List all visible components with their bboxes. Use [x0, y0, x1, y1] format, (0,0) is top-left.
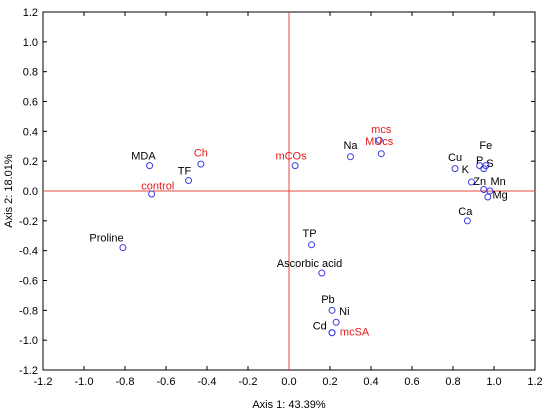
point-marker: [119, 244, 127, 252]
point-label: Mg: [493, 189, 508, 201]
point-marker: [185, 177, 193, 185]
point-label: Cd: [313, 321, 327, 333]
point-marker: [148, 190, 156, 198]
point-marker: [308, 241, 316, 249]
point-label: S: [486, 158, 493, 170]
point-mda: MDA: [131, 151, 156, 170]
point-label: Mn: [490, 176, 505, 188]
point-label: Ch: [194, 148, 208, 160]
point-label: Ca: [458, 206, 473, 218]
point-label: Cu: [448, 152, 462, 164]
point-mg: Mg: [484, 189, 508, 201]
point-label: MUcs: [365, 136, 394, 148]
x-tick-label: -1.2: [34, 376, 53, 388]
point-label: TF: [178, 166, 192, 178]
y-tick-label: -0.2: [19, 216, 38, 228]
y-tick-label: 1.2: [23, 7, 38, 19]
point-marker: [197, 160, 205, 168]
point-label: mCOs: [275, 151, 307, 163]
point-label: Fe: [479, 140, 492, 152]
point-mcos: mCOs: [275, 151, 307, 170]
y-tick-label: -0.4: [19, 246, 38, 258]
point-marker: [328, 306, 336, 314]
point-mucs: MUcs: [365, 136, 394, 158]
point-marker: [480, 165, 488, 173]
x-tick-label: 0.8: [445, 376, 460, 388]
point-label: Ni: [339, 306, 349, 318]
x-tick-label: 0.6: [404, 376, 419, 388]
y-tick-label: 1.0: [23, 37, 38, 49]
x-tick-label: -0.6: [157, 376, 176, 388]
point-cu: Cu: [448, 152, 462, 173]
point-label: Zn: [473, 176, 486, 188]
point-k: K: [462, 164, 475, 186]
y-axis-ticks: 1.2 1.0 0.8 0.6 0.4 0.2 0.0 -0.2 -0.4 -0.6 -0.8 -1.…: [19, 7, 535, 377]
y-tick-label: 0.0: [23, 186, 38, 198]
x-axis-ticks: -1.2 -1.0 -0.8 -0.6 -0.4 -0.2 0.0 0.2 0.4 0.6 0.8 1…: [34, 12, 543, 388]
x-tick-label: -0.2: [239, 376, 258, 388]
point-ni: Ni: [332, 306, 350, 326]
y-tick-label: -1.2: [19, 365, 38, 377]
reference-lines: [43, 12, 535, 370]
x-tick-label: 0.4: [363, 376, 378, 388]
point-label: TP: [302, 228, 316, 240]
point-marker: [318, 269, 326, 277]
point-marker: [332, 318, 340, 326]
x-axis-label: Axis 1: 43.39%: [252, 399, 326, 411]
x-tick-label: 1.0: [486, 376, 501, 388]
point-marker: [146, 162, 154, 170]
point-label: MDA: [131, 151, 156, 163]
point-marker: [484, 193, 492, 201]
point-pb: Pb: [321, 294, 336, 314]
y-tick-label: 0.6: [23, 97, 38, 109]
point-label: K: [462, 164, 470, 176]
y-tick-label: 0.2: [23, 156, 38, 168]
point-label: mcSA: [340, 327, 370, 339]
point-label: Ascorbic acid: [277, 258, 342, 270]
point-marker: [451, 165, 459, 173]
point-ascorbic-acid: Ascorbic acid: [277, 258, 342, 277]
point-marker: [375, 136, 383, 144]
x-tick-label: -0.4: [198, 376, 217, 388]
y-tick-label: -0.8: [19, 305, 38, 317]
point-label: mcs: [371, 124, 392, 136]
point-mcs: mcs: [371, 124, 392, 144]
point-proline: Proline: [89, 233, 127, 252]
point-tp: TP: [302, 228, 317, 249]
x-tick-label: 1.2: [527, 376, 542, 388]
point-marker: [347, 153, 354, 161]
point-ch: Ch: [194, 148, 208, 168]
y-tick-label: 0.4: [23, 126, 38, 138]
point-label: Pb: [321, 294, 334, 306]
point-mn: Mn: [486, 176, 506, 195]
point-na: Na: [343, 140, 358, 161]
y-tick-label: -1.0: [19, 335, 38, 347]
point-marker: [328, 329, 336, 337]
point-label: control: [141, 181, 174, 193]
point-label: Na: [343, 140, 358, 152]
x-tick-label: -0.8: [116, 376, 135, 388]
y-tick-label: 0.8: [23, 67, 38, 79]
point-marker: [463, 217, 471, 225]
y-tick-label: -0.6: [19, 276, 38, 288]
x-tick-label: 0.0: [281, 376, 296, 388]
point-mcsa: mcSA: [328, 327, 370, 339]
point-tf: TF: [178, 166, 193, 185]
x-tick-label: -1.0: [75, 376, 94, 388]
point-marker: [467, 178, 475, 186]
point-marker: [486, 187, 494, 195]
point-label: Proline: [89, 233, 123, 245]
x-tick-label: 0.2: [322, 376, 337, 388]
point-control: control: [141, 181, 174, 198]
point-ca: Ca: [458, 206, 473, 225]
point-s: S: [480, 158, 494, 173]
point-label: P: [476, 155, 483, 167]
point-marker: [377, 150, 385, 158]
point-marker: [291, 162, 299, 170]
y-axis-label: Axis 2: 18.01%: [3, 154, 15, 228]
